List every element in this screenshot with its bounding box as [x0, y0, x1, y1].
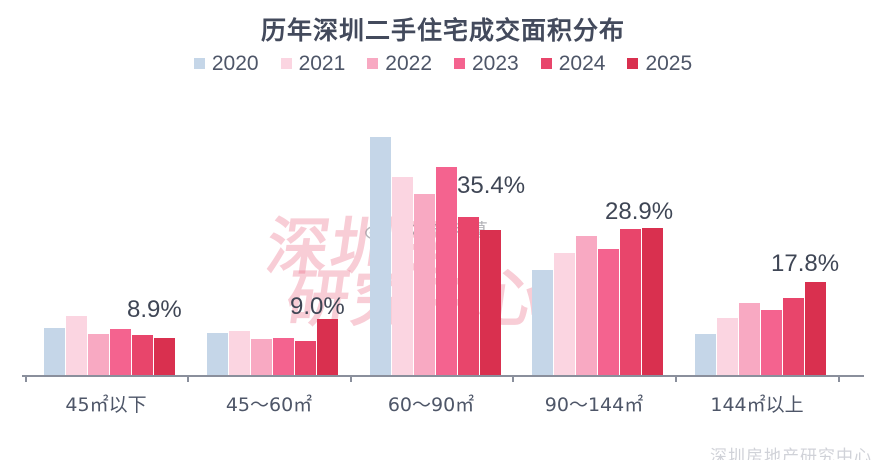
legend-item-2025[interactable]: 2025 — [627, 53, 692, 74]
category-label-2: 60～90㎡ — [387, 394, 475, 416]
chart-legend: 2020 2021 2022 2023 2024 2025 — [0, 53, 886, 74]
bar-2024[interactable] — [783, 298, 804, 375]
category-label-3: 90～144㎡ — [544, 394, 644, 416]
group-value-0: 8.9% — [127, 296, 182, 323]
group-value-3: 28.9% — [605, 198, 674, 225]
group-value-1: 9.0% — [290, 293, 345, 320]
legend-item-2024[interactable]: 2024 — [540, 52, 606, 75]
bar-2025[interactable] — [480, 230, 501, 375]
bar-group-2 — [370, 125, 501, 375]
bar-2021[interactable] — [392, 177, 413, 375]
group-value-4: 17.8% — [771, 250, 840, 277]
footer-credit-text: 深圳房地产研究中心 — [710, 447, 872, 460]
legend-label-2023: 2023 — [472, 52, 519, 75]
bar-group-1 — [207, 125, 338, 375]
bar-2020[interactable] — [207, 333, 228, 375]
bar-2022[interactable] — [414, 194, 435, 375]
bar-2025[interactable] — [317, 319, 338, 375]
bar-2021[interactable] — [66, 316, 87, 375]
legend-swatch-2025 — [627, 58, 639, 69]
bar-2022[interactable] — [251, 339, 272, 375]
bar-2023[interactable] — [273, 338, 294, 375]
bar-2020[interactable] — [695, 334, 716, 375]
axis-tick-1 — [187, 375, 189, 382]
bar-2023[interactable] — [761, 310, 782, 375]
bar-2023[interactable] — [110, 329, 131, 375]
legend-swatch-2022 — [367, 58, 379, 69]
axis-tick-4 — [675, 375, 677, 382]
bar-group-3 — [532, 125, 663, 375]
bar-2021[interactable] — [554, 253, 575, 375]
legend-label-2020: 2020 — [211, 52, 259, 75]
legend-label-2025: 2025 — [645, 52, 693, 75]
axis-tick-0 — [25, 375, 27, 382]
bar-2021[interactable] — [229, 331, 250, 375]
bar-group-4 — [695, 125, 826, 375]
legend-item-2020[interactable]: 2020 — [193, 52, 259, 75]
legend-swatch-2023 — [454, 58, 465, 69]
category-label-4: 144㎡以上 — [710, 394, 804, 416]
bar-2022[interactable] — [576, 236, 597, 375]
legend-item-2023[interactable]: 2023 — [454, 53, 519, 74]
legend-swatch-2020 — [193, 58, 205, 69]
bar-2023[interactable] — [598, 249, 619, 375]
bar-2024[interactable] — [295, 341, 316, 375]
axis-tick-2 — [350, 375, 352, 382]
page-title: 历年深圳二手住宅成交面积分布 — [260, 16, 625, 45]
bar-2020[interactable] — [532, 270, 553, 375]
legend-label-2021: 2021 — [298, 52, 346, 75]
axis-tick-3 — [512, 375, 514, 382]
bar-2025[interactable] — [642, 228, 663, 375]
x-axis-line — [22, 375, 864, 377]
category-label-1: 45～60㎡ — [225, 394, 313, 416]
bar-2025[interactable] — [154, 338, 175, 375]
bar-2023[interactable] — [436, 167, 457, 375]
bar-2021[interactable] — [717, 318, 738, 375]
legend-swatch-2024 — [540, 58, 552, 69]
bar-2025[interactable] — [805, 282, 826, 375]
axis-tick-5 — [838, 375, 840, 382]
bar-2024[interactable] — [620, 229, 641, 375]
bar-2020[interactable] — [44, 328, 65, 375]
legend-item-2021[interactable]: 2021 — [280, 52, 346, 75]
bar-2022[interactable] — [88, 334, 109, 375]
group-value-2: 35.4% — [457, 172, 526, 199]
legend-item-2022[interactable]: 2022 — [367, 53, 432, 74]
category-label-0: 45㎡以下 — [65, 394, 147, 416]
legend-label-2024: 2024 — [558, 52, 606, 75]
bar-2024[interactable] — [458, 217, 479, 375]
bar-2024[interactable] — [132, 335, 153, 375]
legend-swatch-2021 — [280, 58, 292, 69]
bar-2022[interactable] — [739, 303, 760, 375]
legend-label-2022: 2022 — [385, 52, 432, 75]
bar-2020[interactable] — [370, 137, 391, 375]
bar-group-0 — [44, 125, 175, 375]
